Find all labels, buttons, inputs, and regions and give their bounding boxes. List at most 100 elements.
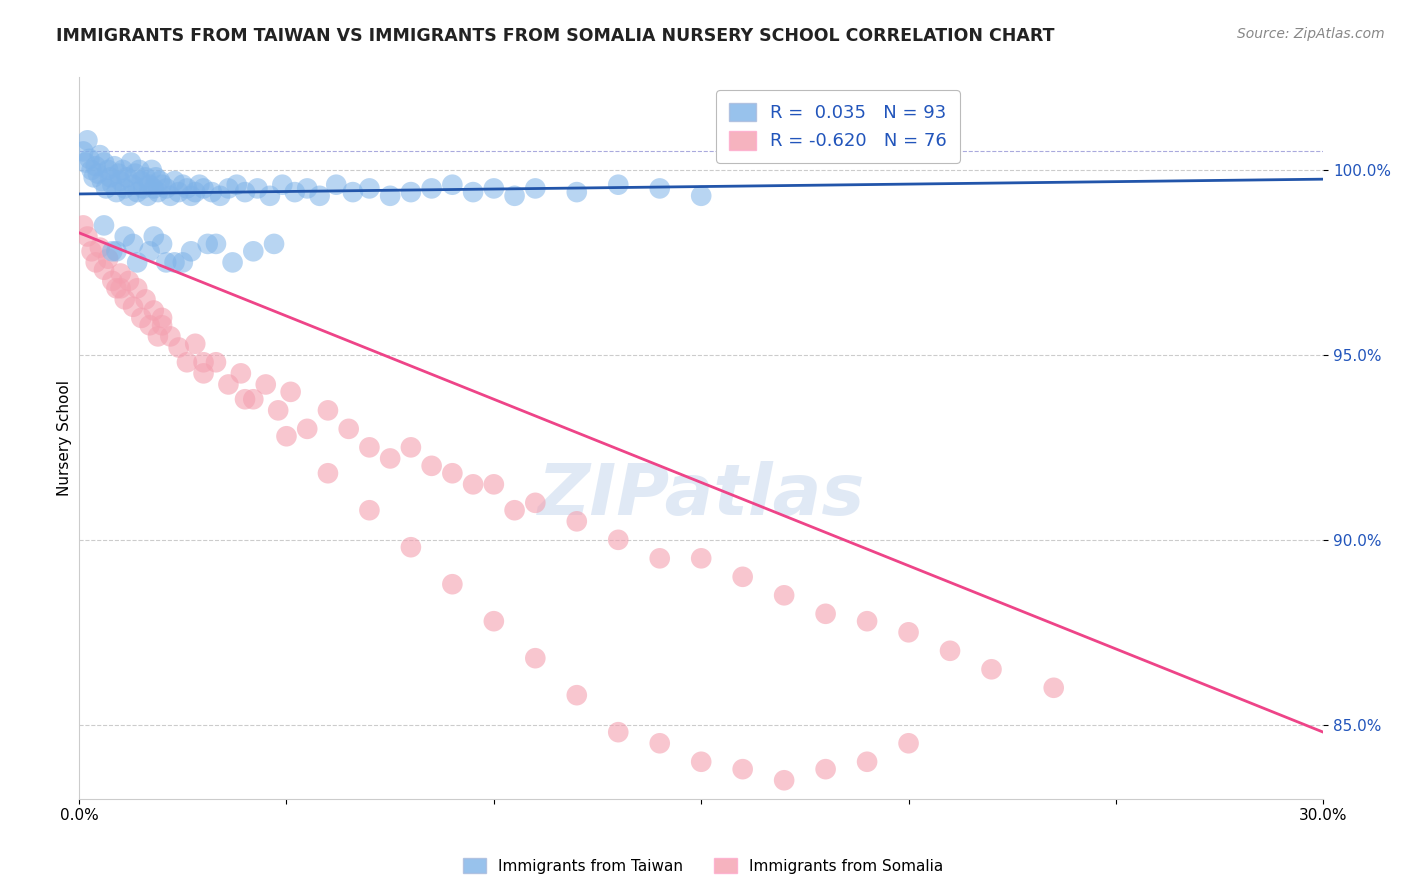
Point — [209, 189, 232, 203]
Point — [107, 167, 129, 181]
Point — [193, 355, 215, 369]
Point — [114, 229, 136, 244]
Point — [378, 451, 401, 466]
Point — [229, 367, 252, 381]
Point — [142, 181, 165, 195]
Point — [263, 236, 285, 251]
Point — [163, 255, 186, 269]
Point — [524, 651, 547, 665]
Point — [690, 755, 713, 769]
Point — [84, 159, 107, 173]
Point — [607, 725, 630, 739]
Point — [131, 174, 153, 188]
Point — [399, 540, 422, 554]
Point — [233, 185, 256, 199]
Point — [856, 755, 879, 769]
Point — [114, 181, 136, 195]
Point — [97, 252, 120, 266]
Point — [172, 255, 194, 269]
Point — [145, 170, 167, 185]
Point — [607, 178, 630, 192]
Point — [193, 181, 215, 195]
Point — [93, 262, 115, 277]
Point — [731, 570, 754, 584]
Point — [565, 185, 588, 199]
Point — [150, 310, 173, 325]
Point — [856, 614, 879, 628]
Point — [134, 293, 156, 307]
Point — [134, 170, 156, 185]
Point — [690, 551, 713, 566]
Point — [155, 255, 177, 269]
Point — [110, 267, 132, 281]
Point — [146, 329, 169, 343]
Point — [124, 167, 146, 181]
Point — [136, 189, 159, 203]
Point — [325, 178, 347, 192]
Point — [221, 255, 243, 269]
Point — [122, 236, 145, 251]
Point — [897, 625, 920, 640]
Point — [118, 274, 141, 288]
Point — [773, 773, 796, 788]
Point — [980, 662, 1002, 676]
Point — [89, 148, 111, 162]
Text: ZIPatlas: ZIPatlas — [537, 461, 865, 531]
Point — [814, 762, 837, 776]
Point — [150, 178, 173, 192]
Point — [98, 170, 121, 185]
Point — [359, 441, 381, 455]
Point — [316, 403, 339, 417]
Point — [359, 503, 381, 517]
Point — [225, 178, 247, 192]
Point — [378, 189, 401, 203]
Point — [193, 367, 215, 381]
Point — [205, 355, 228, 369]
Point — [159, 189, 181, 203]
Point — [297, 422, 319, 436]
Point — [127, 255, 149, 269]
Point — [76, 133, 98, 147]
Point — [441, 577, 464, 591]
Point — [138, 244, 160, 259]
Point — [142, 303, 165, 318]
Point — [254, 377, 277, 392]
Point — [172, 178, 194, 192]
Point — [72, 145, 94, 159]
Legend: R =  0.035   N = 93, R = -0.620   N = 76: R = 0.035 N = 93, R = -0.620 N = 76 — [716, 90, 960, 163]
Point — [101, 244, 124, 259]
Point — [482, 181, 505, 195]
Point — [359, 181, 381, 195]
Point — [1042, 681, 1064, 695]
Point — [127, 281, 149, 295]
Point — [76, 229, 98, 244]
Point — [176, 181, 198, 195]
Point — [503, 189, 526, 203]
Point — [284, 185, 307, 199]
Point — [482, 477, 505, 491]
Point — [101, 178, 124, 192]
Point — [159, 329, 181, 343]
Point — [87, 167, 110, 181]
Point — [146, 185, 169, 199]
Point — [128, 162, 150, 177]
Point — [141, 162, 163, 177]
Point — [83, 170, 105, 185]
Point — [118, 189, 141, 203]
Point — [503, 503, 526, 517]
Point — [267, 403, 290, 417]
Point — [188, 178, 211, 192]
Point — [79, 152, 101, 166]
Point — [184, 336, 207, 351]
Point — [180, 189, 202, 203]
Point — [167, 341, 190, 355]
Point — [399, 185, 422, 199]
Point — [607, 533, 630, 547]
Point — [399, 441, 422, 455]
Point — [105, 281, 128, 295]
Point — [242, 244, 264, 259]
Point — [280, 384, 302, 399]
Point — [297, 181, 319, 195]
Point — [814, 607, 837, 621]
Point — [176, 355, 198, 369]
